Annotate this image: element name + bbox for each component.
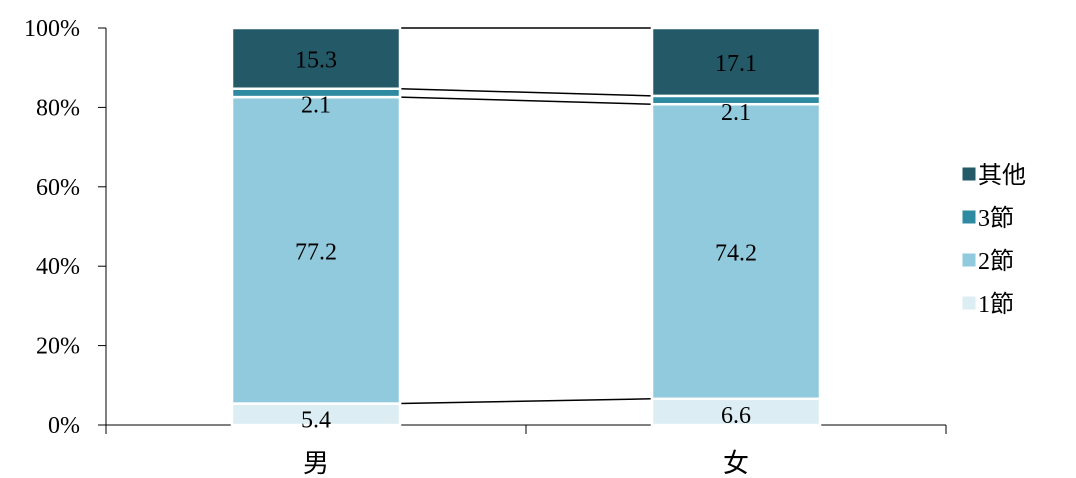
series-connector-line [399,96,653,105]
y-tick-label: 20% [36,334,80,360]
legend-swatch [961,209,977,225]
legend-label: 2節 [978,248,1014,275]
data-label: 5.4 [301,408,331,434]
legend-label: 3節 [978,205,1014,232]
bars [230,26,822,427]
data-labels: 5.4 77.2 2.1 15.3 6.6 74.2 2.1 17.1 [295,47,757,433]
y-axis: 0% 20% 40% 60% 80% 100% [24,16,107,439]
series-connector-line [399,398,653,405]
legend-swatch [961,295,977,311]
legend: 其他 3節 2節 1節 [961,162,1026,318]
data-label: 74.2 [715,241,757,267]
x-axis: 男女 [105,424,947,478]
bar-segment [230,26,402,90]
data-label: 6.6 [721,403,751,429]
data-label: 2.1 [301,93,331,119]
bar-segment [230,95,402,405]
data-label: 15.3 [295,47,337,73]
legend-label: 1節 [978,291,1014,318]
legend-swatch [961,252,977,268]
bar-segment [650,397,822,427]
series-connector-lines [399,27,653,405]
x-category-label: 女 [723,449,749,478]
x-category-label: 男 [303,449,329,478]
y-tick-label: 40% [36,254,80,280]
bar-segment [650,26,822,98]
data-label: 77.2 [295,239,337,265]
y-tick-label: 60% [36,175,80,201]
y-tick-label: 0% [48,413,80,439]
y-tick-label: 100% [24,16,80,42]
legend-label: 其他 [978,162,1026,189]
y-tick-label: 80% [36,95,80,121]
data-label: 17.1 [715,51,757,77]
data-label: 2.1 [721,100,751,126]
series-connector-line [399,87,653,97]
legend-swatch [961,166,977,182]
